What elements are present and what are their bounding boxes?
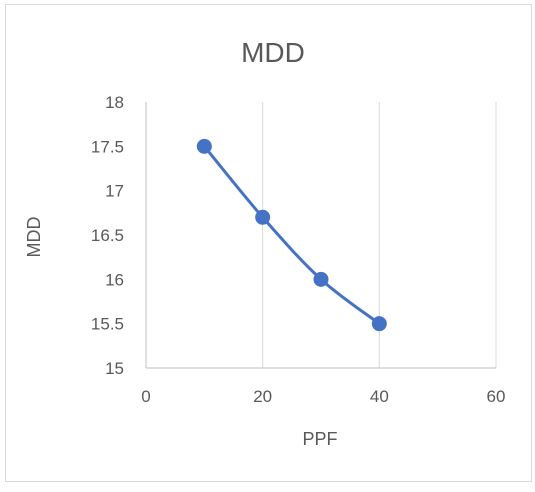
data-point <box>196 138 212 154</box>
series-layer <box>196 138 387 332</box>
data-point <box>313 271 329 287</box>
y-tick-label: 15 <box>105 359 124 378</box>
tick-label-layer: 0 20 40 60 15 15.5 16 16.5 17 17.5 18 <box>91 93 506 406</box>
chart-title: MDD <box>241 37 305 68</box>
y-tick-label: 17.5 <box>91 137 124 156</box>
axis-layer <box>145 102 496 369</box>
x-tick-label: 20 <box>253 387 272 406</box>
y-tick-label: 16 <box>105 270 124 289</box>
y-tick-label: 18 <box>105 93 124 112</box>
y-tick-label: 16.5 <box>91 226 124 245</box>
x-tick-label: 0 <box>141 387 150 406</box>
chart-border <box>5 4 532 482</box>
data-point <box>255 209 271 225</box>
x-axis-label: PPF <box>302 429 337 449</box>
y-tick-label: 17 <box>105 182 124 201</box>
data-point <box>371 316 387 332</box>
y-tick-label: 15.5 <box>91 315 124 334</box>
x-tick-label: 40 <box>370 387 389 406</box>
x-tick-label: 60 <box>487 387 506 406</box>
series-line <box>202 144 381 326</box>
y-axis-label: MDD <box>24 217 44 258</box>
